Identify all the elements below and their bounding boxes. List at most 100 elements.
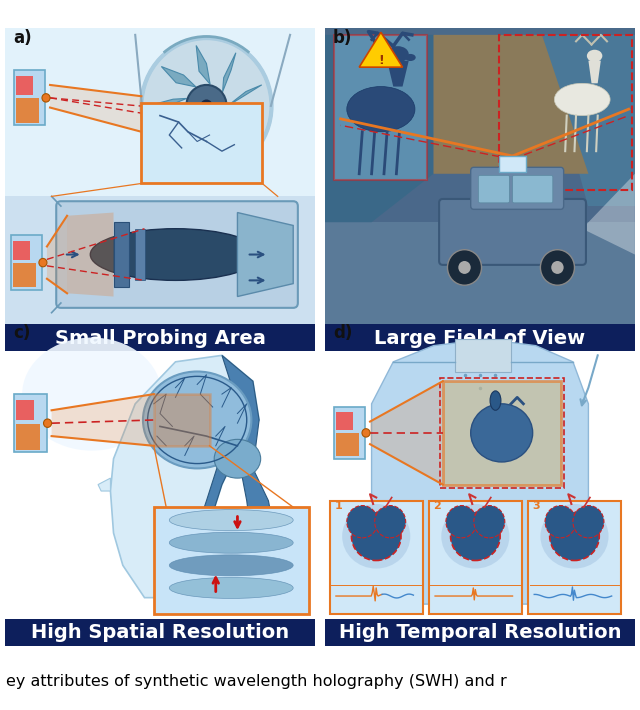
FancyBboxPatch shape	[154, 507, 308, 613]
Polygon shape	[433, 35, 588, 174]
FancyBboxPatch shape	[335, 407, 365, 459]
Ellipse shape	[351, 512, 401, 560]
Ellipse shape	[22, 337, 161, 451]
Polygon shape	[196, 45, 210, 84]
Ellipse shape	[170, 510, 293, 530]
Ellipse shape	[442, 504, 509, 569]
Circle shape	[39, 258, 47, 267]
FancyBboxPatch shape	[330, 501, 422, 613]
Circle shape	[347, 506, 378, 538]
Bar	[13, 241, 30, 260]
Polygon shape	[52, 394, 154, 446]
Ellipse shape	[554, 83, 610, 116]
Text: High Temporal Resolution: High Temporal Resolution	[339, 623, 621, 643]
Ellipse shape	[347, 87, 415, 132]
Text: !: !	[378, 54, 384, 67]
Polygon shape	[98, 478, 111, 491]
FancyBboxPatch shape	[15, 394, 47, 452]
Text: 3: 3	[532, 501, 540, 510]
Text: TIME: TIME	[466, 630, 494, 640]
FancyBboxPatch shape	[439, 199, 586, 265]
Ellipse shape	[490, 391, 501, 410]
Bar	[5, 28, 315, 197]
Ellipse shape	[143, 371, 252, 469]
Text: c): c)	[13, 324, 30, 342]
Polygon shape	[166, 355, 278, 598]
Ellipse shape	[587, 50, 602, 62]
Polygon shape	[50, 85, 141, 132]
FancyBboxPatch shape	[154, 394, 209, 446]
Polygon shape	[194, 125, 201, 166]
Polygon shape	[111, 355, 259, 598]
FancyBboxPatch shape	[479, 175, 509, 203]
Circle shape	[200, 99, 212, 112]
Circle shape	[474, 506, 505, 538]
Text: Large Field of View: Large Field of View	[374, 329, 586, 348]
Polygon shape	[228, 85, 262, 106]
FancyBboxPatch shape	[12, 235, 42, 290]
Ellipse shape	[451, 512, 500, 560]
Polygon shape	[161, 114, 187, 146]
Circle shape	[186, 85, 227, 127]
Circle shape	[446, 506, 477, 538]
Polygon shape	[455, 339, 511, 371]
Ellipse shape	[170, 577, 293, 599]
Ellipse shape	[170, 532, 293, 553]
Circle shape	[551, 261, 564, 274]
Bar	[325, 174, 635, 324]
Bar	[325, 93, 635, 222]
FancyBboxPatch shape	[528, 501, 621, 613]
Polygon shape	[542, 35, 635, 206]
Circle shape	[447, 250, 481, 285]
Circle shape	[458, 261, 470, 274]
Ellipse shape	[342, 504, 410, 569]
Polygon shape	[359, 32, 403, 67]
Polygon shape	[161, 67, 196, 87]
FancyBboxPatch shape	[15, 70, 45, 125]
Polygon shape	[370, 381, 443, 484]
Bar	[5, 197, 315, 324]
Circle shape	[374, 506, 406, 538]
FancyBboxPatch shape	[513, 175, 553, 203]
FancyBboxPatch shape	[499, 156, 527, 172]
Bar	[325, 28, 635, 174]
Circle shape	[44, 419, 52, 427]
Polygon shape	[325, 77, 495, 174]
Bar	[16, 400, 34, 420]
Ellipse shape	[387, 46, 409, 62]
Ellipse shape	[405, 54, 416, 61]
Bar	[113, 222, 129, 287]
Ellipse shape	[170, 555, 293, 576]
FancyBboxPatch shape	[56, 201, 298, 308]
Text: d): d)	[333, 324, 352, 342]
Bar	[16, 424, 40, 449]
Bar	[16, 98, 39, 123]
Bar	[336, 433, 359, 456]
Ellipse shape	[90, 229, 260, 280]
Polygon shape	[47, 216, 67, 293]
Polygon shape	[582, 174, 635, 254]
FancyBboxPatch shape	[470, 168, 564, 209]
FancyBboxPatch shape	[429, 501, 522, 613]
Circle shape	[141, 38, 271, 174]
Circle shape	[545, 506, 576, 538]
Polygon shape	[387, 60, 409, 87]
FancyBboxPatch shape	[335, 35, 428, 180]
Bar	[5, 324, 315, 351]
Text: b): b)	[333, 29, 352, 47]
Polygon shape	[148, 99, 187, 107]
Bar	[325, 618, 635, 646]
Bar	[16, 76, 33, 95]
Circle shape	[362, 429, 370, 437]
Ellipse shape	[550, 512, 599, 560]
Text: ey attributes of synthetic wavelength holography (SWH) and r: ey attributes of synthetic wavelength ho…	[6, 674, 507, 689]
Bar	[135, 229, 145, 280]
Polygon shape	[223, 53, 236, 92]
FancyBboxPatch shape	[141, 103, 262, 183]
Polygon shape	[588, 60, 601, 83]
Text: Small Probing Area: Small Probing Area	[54, 329, 266, 348]
Polygon shape	[210, 128, 236, 159]
FancyBboxPatch shape	[443, 381, 561, 484]
Bar	[5, 618, 315, 646]
Polygon shape	[237, 212, 293, 297]
